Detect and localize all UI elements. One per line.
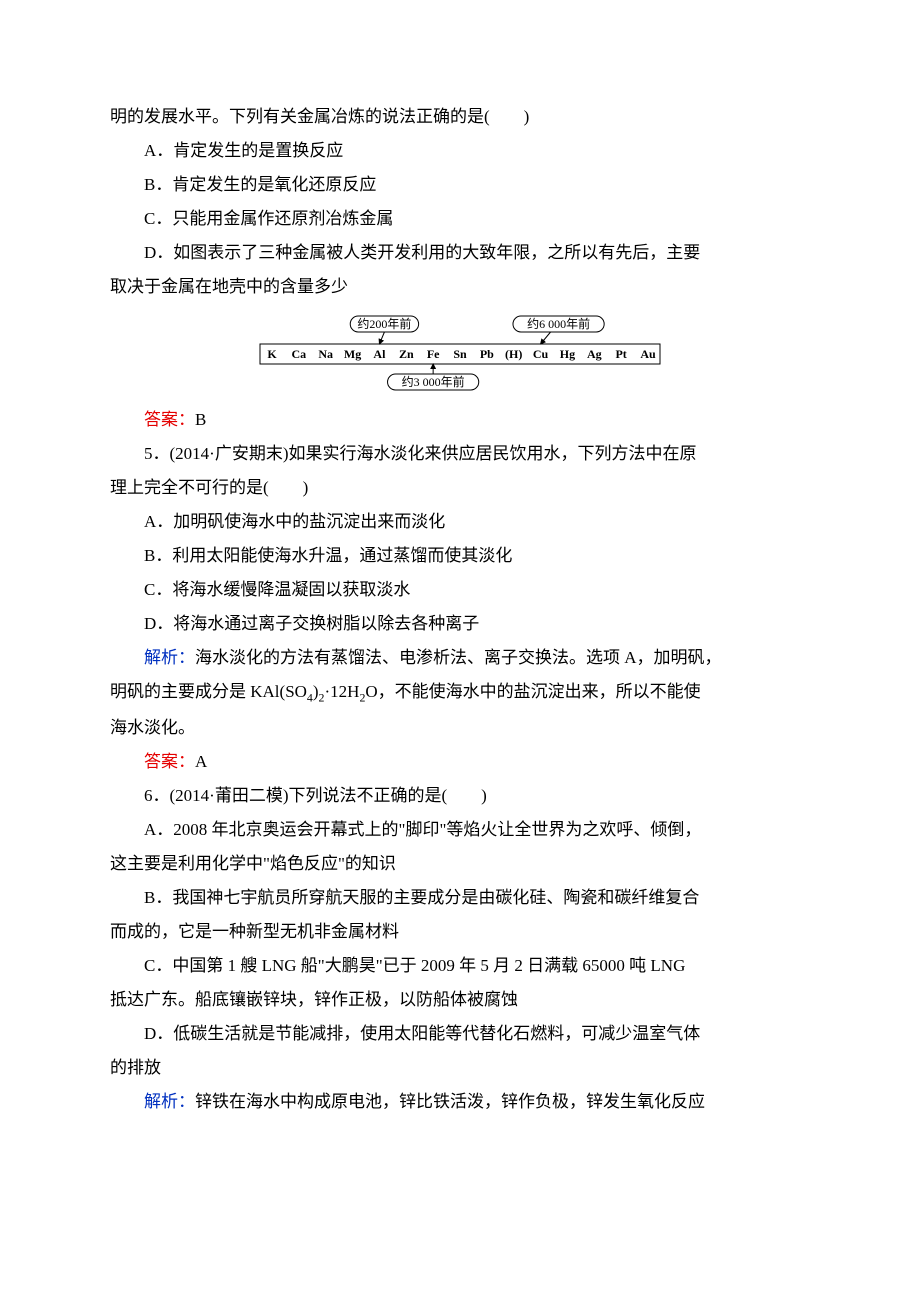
svg-text:约6 000年前: 约6 000年前 [527, 316, 590, 331]
svg-text:Zn: Zn [399, 347, 414, 361]
q4-option-d-line1: D．如图表示了三种金属被人类开发利用的大致年限，之所以有先后，主要 [110, 236, 810, 270]
q5-option-a: A．加明矾使海水中的盐沉淀出来而淡化 [110, 505, 810, 539]
q5-option-d: D．将海水通过离子交换树脂以除去各种离子 [110, 607, 810, 641]
q6-option-a-line1: A．2008 年北京奥运会开幕式上的"脚印"等焰火让全世界为之欢呼、倾倒， [110, 813, 810, 847]
q6-stem: 6．(2014·莆田二模)下列说法不正确的是( ) [110, 779, 810, 813]
q4-activity-series-diagram: K Ca Na Mg Al Zn Fe Sn Pb (H) Cu Hg Ag Pt Au 约200年前 约6 0… [110, 312, 810, 399]
svg-text:Mg: Mg [344, 347, 361, 361]
answer-label: 答案： [144, 410, 195, 429]
explain-label: 解析： [144, 648, 195, 667]
q4-option-c: C．只能用金属作还原剂冶炼金属 [110, 202, 810, 236]
q5-stem-line2: 理上完全不可行的是( ) [110, 471, 810, 505]
svg-text:K: K [267, 347, 277, 361]
q5-explain-2d: O，不能使海水中的盐沉淀出来，所以不能使 [365, 682, 700, 701]
svg-text:Cu: Cu [533, 347, 549, 361]
q5-explain-2a: 明矾的主要成分是 KAl(SO [110, 682, 307, 701]
svg-text:Al: Al [373, 347, 386, 361]
svg-text:约200年前: 约200年前 [357, 316, 411, 331]
q4-answer-value: B [195, 410, 206, 429]
q5-option-c: C．将海水缓慢降温凝固以获取淡水 [110, 573, 810, 607]
q5-answer: 答案：A [110, 745, 810, 779]
svg-text:Pt: Pt [615, 347, 626, 361]
svg-text:Sn: Sn [453, 347, 467, 361]
q6-explanation: 解析：锌铁在海水中构成原电池，锌比铁活泼，锌作负极，锌发生氧化反应 [110, 1085, 810, 1119]
q6-option-a-line2: 这主要是利用化学中"焰色反应"的知识 [110, 847, 810, 881]
q5-stem-line1: 5．(2014·广安期末)如果实行海水淡化来供应居民饮用水，下列方法中在原 [110, 437, 810, 471]
q5-explanation-line1: 解析：海水淡化的方法有蒸馏法、电渗析法、离子交换法。选项 A，加明矾， [110, 641, 810, 675]
q4-stem-continuation: 明的发展水平。下列有关金属冶炼的说法正确的是( ) [110, 100, 810, 134]
q6-option-b-line1: B．我国神七宇航员所穿航天服的主要成分是由碳化硅、陶瓷和碳纤维复合 [110, 881, 810, 915]
svg-text:约3 000年前: 约3 000年前 [402, 374, 465, 389]
q5-explain-1: 海水淡化的方法有蒸馏法、电渗析法、离子交换法。选项 A，加明矾， [195, 648, 722, 667]
q4-option-b: B．肯定发生的是氧化还原反应 [110, 168, 810, 202]
q6-option-c-line2: 抵达广东。船底镶嵌锌块，锌作正极，以防船体被腐蚀 [110, 983, 810, 1017]
svg-text:Hg: Hg [560, 347, 575, 361]
q5-explain-2c: ·12H [325, 682, 360, 701]
q6-option-b-line2: 而成的，它是一种新型无机非金属材料 [110, 915, 810, 949]
q5-option-b: B．利用太阳能使海水升温，通过蒸馏而使其淡化 [110, 539, 810, 573]
q6-explain-text: 锌铁在海水中构成原电池，锌比铁活泼，锌作负极，锌发生氧化反应 [195, 1092, 705, 1111]
svg-text:Ag: Ag [587, 347, 602, 361]
explain-label: 解析： [144, 1092, 195, 1111]
svg-text:Au: Au [640, 347, 656, 361]
q4-option-a: A．肯定发生的是置换反应 [110, 134, 810, 168]
svg-text:Ca: Ca [292, 347, 307, 361]
svg-text:Na: Na [318, 347, 333, 361]
q4-answer: 答案：B [110, 403, 810, 437]
svg-text:(H): (H) [505, 347, 522, 361]
q5-explanation-line3: 海水淡化。 [110, 711, 810, 745]
q6-option-d-line1: D．低碳生活就是节能减排，使用太阳能等代替化石燃料，可减少温室气体 [110, 1017, 810, 1051]
q5-answer-value: A [195, 752, 207, 771]
q6-option-d-line2: 的排放 [110, 1051, 810, 1085]
svg-text:Fe: Fe [427, 347, 440, 361]
svg-text:Pb: Pb [480, 347, 494, 361]
q5-explanation-line2: 明矾的主要成分是 KAl(SO4)2·12H2O，不能使海水中的盐沉淀出来，所以… [110, 675, 810, 710]
q6-option-c-line1: C．中国第 1 艘 LNG 船"大鹏昊"已于 2009 年 5 月 2 日满载 … [110, 949, 810, 983]
answer-label: 答案： [144, 752, 195, 771]
q4-option-d-line2: 取决于金属在地壳中的含量多少 [110, 270, 810, 304]
